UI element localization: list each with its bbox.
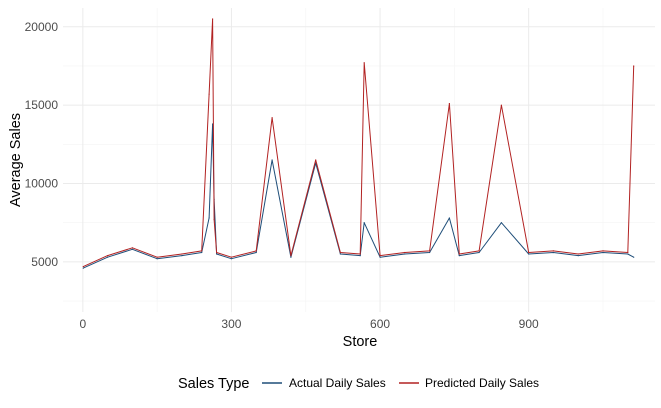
x-axis-ticks: 0 300 600 900 — [79, 317, 539, 331]
data-point — [448, 103, 450, 105]
grid — [63, 8, 655, 312]
x-tick-label: 0 — [79, 317, 86, 331]
data-point — [379, 255, 381, 257]
data-point — [156, 258, 158, 260]
data-point — [627, 253, 629, 255]
data-point — [359, 253, 361, 255]
data-point — [552, 250, 555, 252]
data-point — [363, 222, 365, 224]
data-point — [82, 266, 84, 268]
y-tick-label: 15000 — [25, 98, 59, 112]
legend-label-actual: Actual Daily Sales — [289, 376, 386, 390]
data-point — [602, 250, 604, 252]
data-point — [131, 248, 133, 250]
y-axis-ticks: 5000 10000 15000 20000 — [25, 20, 59, 269]
legend-label-predicted: Predicted Daily Sales — [425, 376, 539, 390]
data-point — [213, 218, 215, 221]
data-point — [500, 104, 502, 106]
data-point — [577, 255, 579, 257]
data-point — [181, 255, 183, 257]
series-line-predicted — [83, 18, 635, 268]
data-point — [500, 222, 502, 224]
x-axis-title: Store — [343, 334, 378, 350]
data-point — [448, 217, 450, 219]
data-point — [156, 256, 158, 258]
data-point — [429, 251, 431, 254]
data-point — [315, 159, 317, 161]
data-point — [181, 253, 183, 255]
data-point — [107, 256, 109, 258]
data-point — [271, 117, 273, 119]
data-point — [339, 251, 341, 254]
series-line-actual — [83, 123, 634, 269]
data-point — [107, 255, 109, 257]
data-point — [478, 250, 480, 252]
data-point — [359, 255, 361, 257]
data-point — [577, 253, 579, 255]
data-point — [230, 256, 232, 258]
data-point — [216, 251, 218, 254]
data-point — [201, 251, 203, 254]
data-point — [212, 18, 214, 20]
data-point — [633, 65, 635, 67]
data-point — [627, 251, 629, 254]
data-point — [528, 253, 530, 255]
x-tick-label: 300 — [221, 317, 241, 331]
data-point — [82, 267, 84, 269]
data-point — [216, 253, 218, 255]
data-point — [339, 253, 341, 255]
data-point — [230, 258, 232, 260]
legend-title: Sales Type — [178, 376, 249, 392]
plot-area — [82, 18, 635, 269]
data-point — [255, 251, 257, 254]
data-point — [602, 251, 604, 254]
data-point — [633, 256, 635, 258]
y-tick-label: 5000 — [31, 255, 58, 269]
y-tick-label: 10000 — [25, 177, 59, 191]
data-point — [208, 217, 210, 219]
data-point — [201, 250, 203, 252]
legend: Sales Type Actual Daily Sales Predicted … — [178, 376, 539, 392]
data-point — [528, 251, 530, 254]
data-point — [290, 256, 292, 258]
data-point — [131, 247, 133, 249]
data-point — [363, 62, 365, 64]
data-point — [255, 250, 257, 252]
data-point — [552, 251, 555, 254]
data-point — [458, 253, 460, 255]
data-point — [208, 93, 210, 95]
y-tick-label: 20000 — [25, 20, 59, 34]
data-point — [290, 255, 292, 257]
data-point — [429, 250, 431, 252]
data-point — [404, 251, 406, 254]
data-point — [404, 253, 406, 255]
y-axis-title: Average Sales — [8, 113, 24, 207]
x-tick-label: 600 — [370, 317, 390, 331]
data-point — [478, 251, 480, 254]
data-point — [379, 256, 381, 258]
x-tick-label: 900 — [519, 317, 539, 331]
data-point — [458, 255, 460, 257]
data-point — [271, 159, 273, 161]
